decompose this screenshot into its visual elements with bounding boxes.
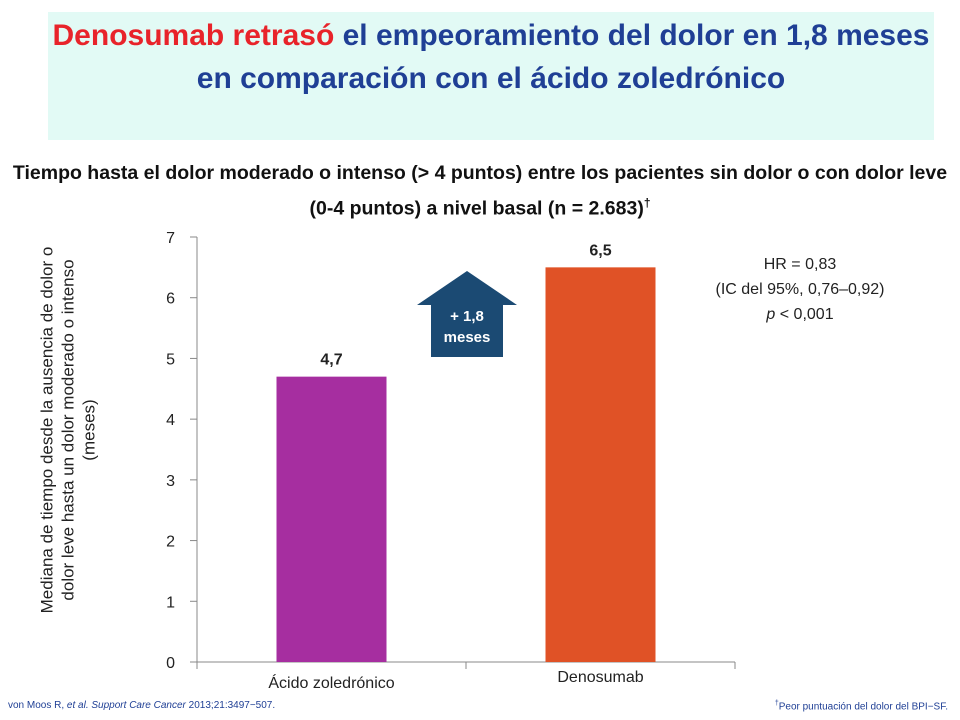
y-tick-label: 4 — [166, 412, 175, 429]
x-tick-label: Ácido zoledrónico — [268, 673, 394, 692]
bar — [545, 267, 656, 662]
arrow-label-value: + 1,8 — [450, 308, 484, 325]
x-tick-label: Denosumab — [557, 669, 643, 686]
reference-author: von Moos R, — [8, 700, 67, 711]
bar-value-label: 4,7 — [320, 352, 342, 369]
p-value: p < 0,001 — [680, 302, 920, 327]
footnote-mark: † — [774, 700, 779, 707]
reference: von Moos R, et al. Support Care Cancer 2… — [8, 700, 275, 711]
page-title: Denosumab retrasó el empeoramiento del d… — [48, 14, 934, 100]
confidence-interval: (IC del 95%, 0,76–0,92) — [715, 281, 885, 298]
y-tick-label: 3 — [166, 473, 175, 490]
up-arrow-icon — [417, 271, 517, 357]
y-tick-label: 2 — [166, 534, 175, 551]
footnote: †Peor puntuación del dolor del BPI−SF. — [775, 700, 948, 712]
title-highlight: Denosumab retrasó — [52, 19, 335, 52]
title-rest: el empeoramiento del dolor en 1,8 meses … — [196, 19, 930, 95]
reference-etal: et al. — [66, 700, 89, 711]
footnote-text: Peor puntuación del dolor del BPI−SF. — [778, 701, 948, 713]
p-value-text: < 0,001 — [775, 306, 834, 323]
chart-title-text: Tiempo hasta el dolor moderado o intenso… — [12, 162, 948, 220]
y-axis-label: Mediana de tiempo desde la ausencia de d… — [37, 246, 99, 614]
header-band — [48, 12, 934, 140]
arrow-label-unit: meses — [444, 329, 491, 346]
bar — [276, 376, 387, 662]
reference-rest: 2013;21:3497−507. — [185, 700, 276, 711]
y-tick-label: 0 — [166, 655, 175, 672]
p-symbol: p — [766, 306, 776, 323]
y-tick-label: 1 — [166, 594, 175, 611]
chart-title-mark: † — [643, 196, 651, 210]
hazard-ratio: HR = 0,83 — [763, 256, 837, 273]
y-tick-label: 5 — [166, 351, 175, 368]
y-tick-label: 6 — [166, 291, 175, 308]
y-tick-label: 7 — [166, 230, 175, 247]
stats-box: HR = 0,83 (IC del 95%, 0,76–0,92) p < 0,… — [680, 252, 920, 327]
reference-journal: Support Care Cancer — [88, 700, 186, 711]
bar-value-label: 6,5 — [589, 242, 611, 259]
chart-title: Tiempo hasta el dolor moderado o intenso… — [0, 158, 960, 224]
